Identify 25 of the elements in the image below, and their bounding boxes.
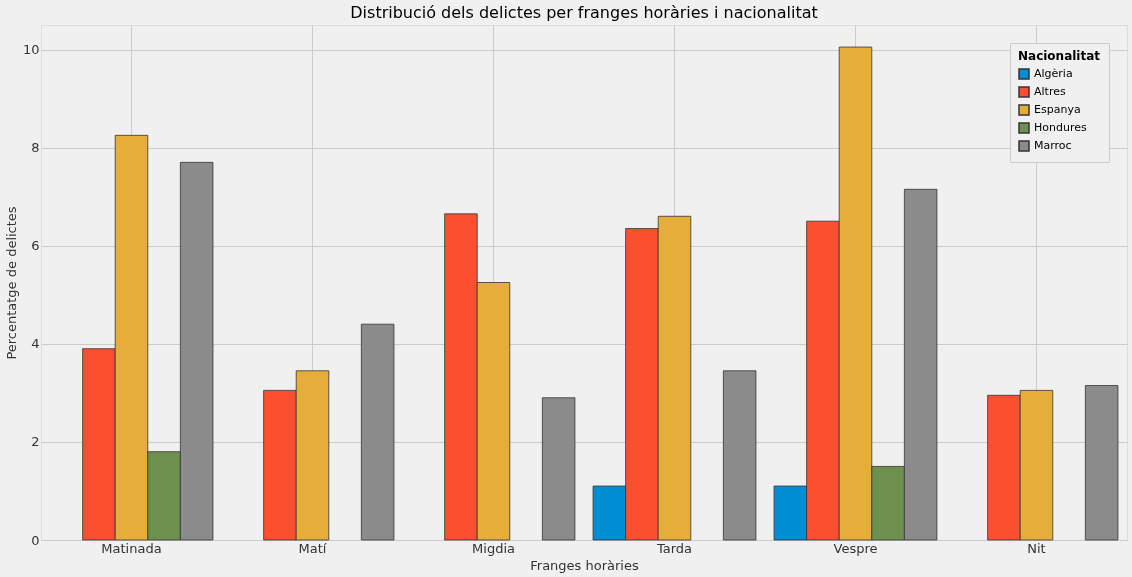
x-tick-label: Matí <box>298 540 327 556</box>
y-tick-label: 6 <box>31 238 40 254</box>
y-axis-title: Percentatge de delictes <box>3 206 19 360</box>
x-tick-label: Nit <box>1027 540 1046 556</box>
legend-label: Altres <box>1034 85 1066 98</box>
legend-label: Algèria <box>1034 67 1073 80</box>
legend-label: Hondures <box>1034 121 1087 134</box>
bar <box>541 397 576 541</box>
bar <box>722 370 757 541</box>
y-tick-label: 4 <box>31 336 40 352</box>
x-axis-title: Franges horàries <box>530 557 639 573</box>
chart-title: Distribució dels delictes per franges horàries i nacionalitat <box>350 3 818 22</box>
x-tick-label: Vespre <box>833 540 878 556</box>
y-tick-label: 2 <box>31 434 40 450</box>
legend-title: Nacionalitat <box>1018 49 1101 63</box>
bar <box>360 323 395 541</box>
legend-label: Marroc <box>1034 139 1072 152</box>
bar <box>1084 385 1119 541</box>
x-tick-label: Migdia <box>472 540 515 556</box>
legend-label: Espanya <box>1034 103 1081 116</box>
y-tick-label: 10 <box>22 42 40 58</box>
x-tick-label: Tarda <box>655 540 693 556</box>
x-tick-label: Matinada <box>101 540 162 556</box>
y-tick-label: 8 <box>31 140 40 156</box>
y-tick-label: 0 <box>31 532 40 548</box>
